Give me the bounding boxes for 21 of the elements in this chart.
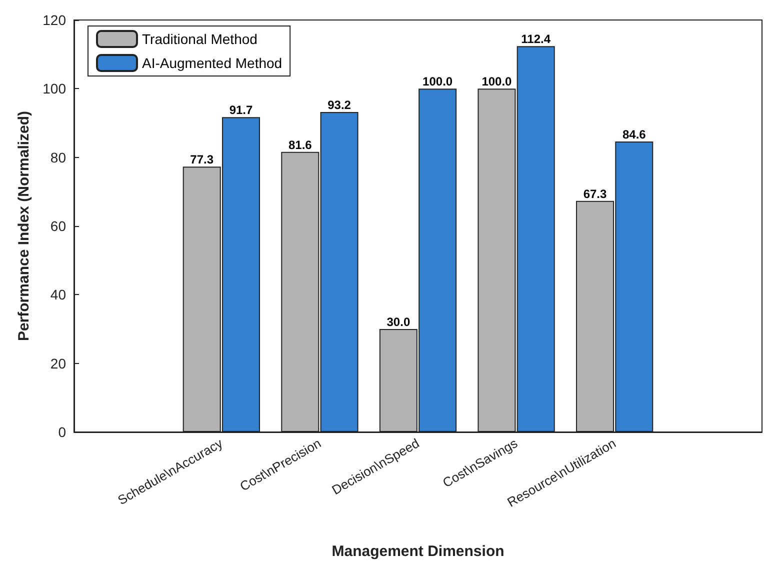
data-label: 30.0	[386, 315, 410, 329]
y-tick-label: 120	[42, 12, 66, 28]
y-tick-label: 60	[50, 218, 66, 234]
y-axis-title: Performance Index (Normalized)	[16, 110, 33, 342]
x-axis-title: Management Dimension	[332, 543, 504, 560]
data-label: 112.4	[521, 32, 551, 46]
y-tick-label: 40	[50, 286, 66, 303]
legend-label: Traditional Method	[142, 31, 258, 47]
data-label: 93.2	[328, 98, 352, 112]
y-tick-label: 100	[42, 80, 66, 97]
data-label: 77.3	[190, 152, 214, 167]
y-tick-label: 80	[50, 149, 66, 166]
y-tick-label: 20	[50, 355, 66, 372]
y-tick-label: 0	[58, 424, 66, 440]
data-label: 91.7	[229, 103, 253, 118]
data-label: 100.0	[422, 74, 453, 89]
legend-label: AI-Augmented Method	[142, 55, 282, 71]
data-label: 84.6	[622, 128, 646, 142]
data-label: 100.0	[482, 74, 512, 89]
data-label: 81.6	[288, 138, 312, 152]
data-label: 67.3	[583, 186, 608, 201]
